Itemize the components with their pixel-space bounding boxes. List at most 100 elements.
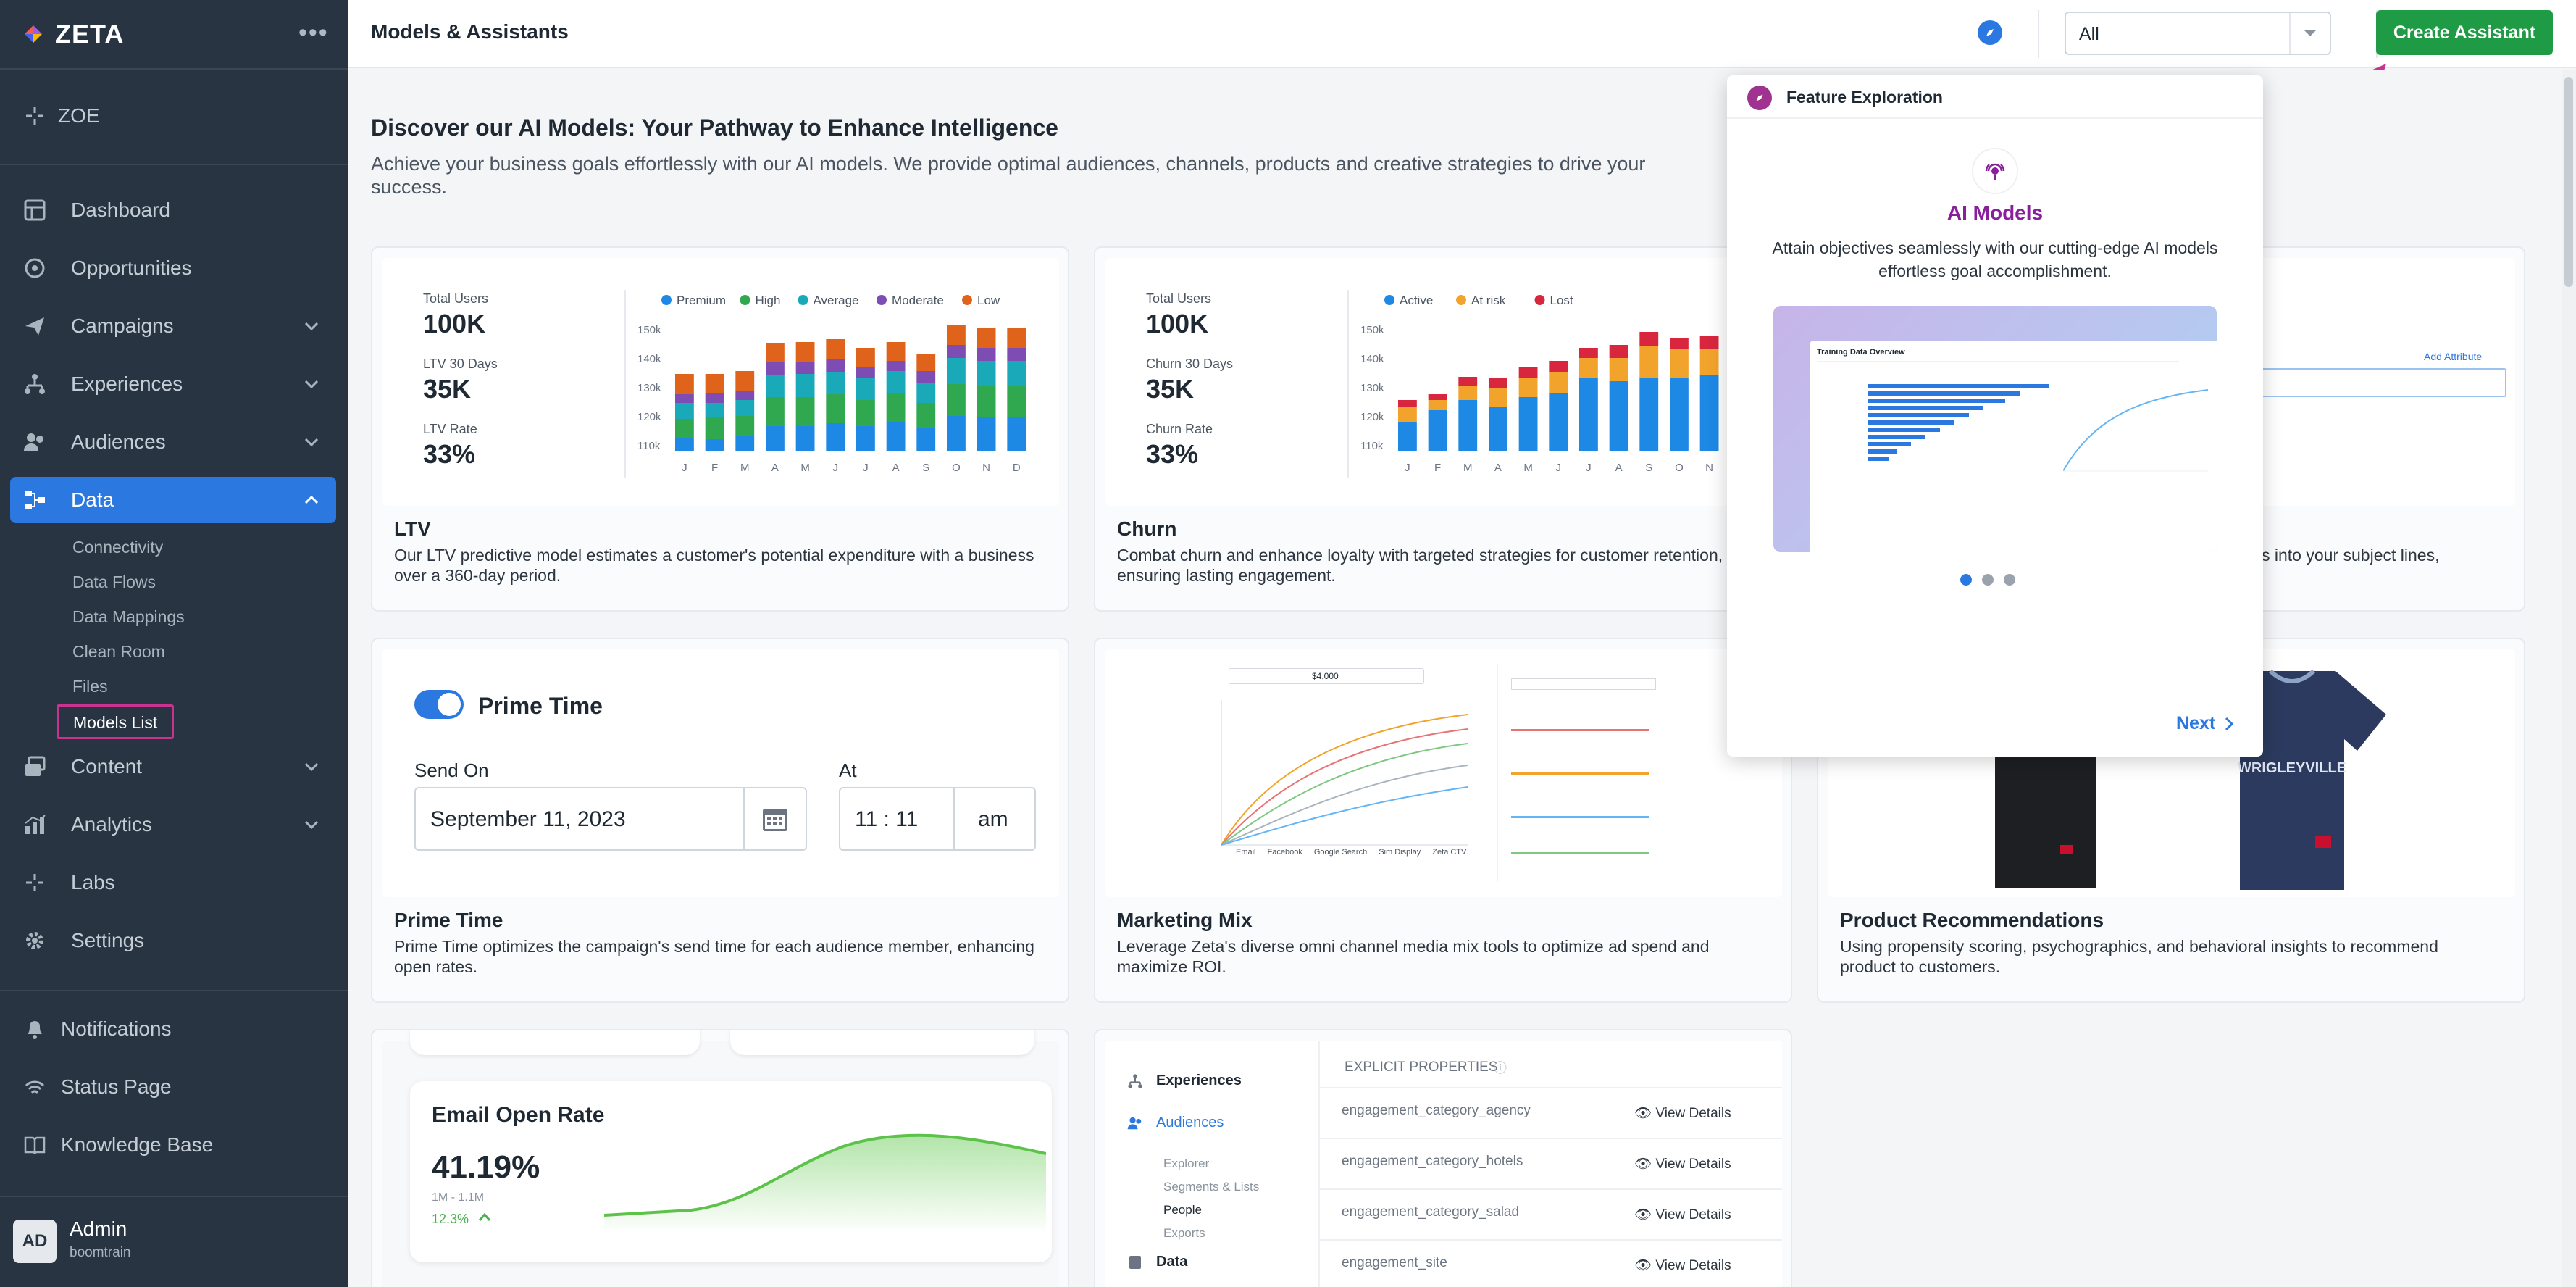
sidebar-item-label: Audiences (71, 430, 166, 453)
props-subnav-item[interactable]: Exports (1163, 1226, 1205, 1240)
time-input[interactable]: 11 : 11 am (839, 787, 1036, 851)
model-card-email-open-rate[interactable]: Email Open Rate 41.19% 1M - 1.1M 12.3% (371, 1029, 1069, 1287)
sparkle-icon (22, 103, 48, 129)
props-subnav-item[interactable]: People (1163, 1203, 1202, 1217)
sidebar-item-data[interactable]: Data (10, 477, 336, 523)
sidebar-item-knowledge-base[interactable]: Knowledge Base (10, 1122, 336, 1168)
sidebar-item-analytics[interactable]: Analytics (10, 801, 336, 848)
sidebar-item-settings[interactable]: Settings (10, 917, 336, 964)
carousel-dot[interactable] (2004, 574, 2015, 586)
sidebar-subitem-models-list[interactable]: Models List (57, 704, 174, 739)
sidebar-item-content[interactable]: Content (10, 744, 336, 790)
props-nav-item[interactable]: Audiences (1156, 1115, 1224, 1130)
carousel-dot[interactable] (1982, 574, 1994, 586)
eye-icon: 👁 (1634, 1106, 1656, 1121)
bar-segment (886, 422, 906, 451)
sidebar-subitem-data-flows[interactable]: Data Flows (72, 572, 156, 591)
props-nav-item[interactable]: Data (1156, 1254, 1188, 1270)
top-header: Models & Assistants All Create Assistant (348, 0, 2576, 68)
bar-segment (916, 383, 936, 403)
view-details-link[interactable]: 👁 View Details (1634, 1155, 1731, 1173)
create-assistant-button[interactable]: Create Assistant (2376, 10, 2553, 55)
bar-segment (916, 371, 936, 383)
send-on-date-input[interactable]: September 11, 2023 (414, 787, 807, 851)
user-profile[interactable]: AD Admin boomtrain (13, 1215, 131, 1268)
bar-segment (1007, 417, 1026, 451)
view-details-link[interactable]: 👁 View Details (1634, 1104, 1731, 1122)
sidebar-subitem-connectivity[interactable]: Connectivity (72, 538, 164, 557)
legend-label: At risk (1471, 293, 1506, 307)
eye-icon: 👁 (1634, 1207, 1656, 1223)
logo[interactable]: ZETA (22, 16, 124, 52)
props-subnav-item[interactable]: Explorer (1163, 1157, 1210, 1170)
bar-segment (1699, 375, 1719, 451)
sidebar-divider (0, 990, 348, 991)
carousel-dot[interactable] (1960, 574, 1972, 586)
table-row: engagement_category_agency 👁 View Detail… (1320, 1087, 1782, 1138)
sidebar-item-dashboard[interactable]: Dashboard (10, 187, 336, 233)
sidebar-subitem-clean-room[interactable]: Clean Room (72, 642, 165, 661)
model-card-marketing-mix[interactable]: $4,000 Email Facebook Google Search Sim … (1094, 638, 1792, 1003)
view-details-label: View Details (1655, 1207, 1731, 1223)
sidebar-item-campaigns[interactable]: Campaigns (10, 303, 336, 349)
sidebar-subitem-files[interactable]: Files (72, 677, 108, 696)
view-details-link[interactable]: 👁 View Details (1634, 1206, 1731, 1223)
card-title: Churn (1117, 517, 1177, 540)
bar-segment (1579, 348, 1598, 358)
model-card-churn[interactable]: Total Users 100K Churn 30 Days 35K Churn… (1094, 246, 1792, 612)
stat-value: 100K (1146, 309, 1209, 338)
x-tick-label: M (740, 462, 750, 474)
more-icon[interactable]: ••• (298, 19, 329, 46)
legend-label: Average (814, 293, 859, 307)
view-details-link[interactable]: 👁 View Details (1634, 1257, 1731, 1274)
x-tick-label: A (892, 462, 900, 474)
bar-segment (1579, 358, 1598, 378)
bar-segment (947, 345, 966, 358)
page-scrollbar[interactable] (2562, 70, 2576, 1287)
next-button[interactable]: Next (2176, 713, 2234, 734)
sidebar-item-notifications[interactable]: Notifications (10, 1006, 336, 1052)
bar-segment (1518, 397, 1538, 451)
sidebar-item-status-page[interactable]: Status Page (10, 1064, 336, 1110)
sidebar-item-experiences[interactable]: Experiences (10, 361, 336, 407)
model-card-explicit-properties[interactable]: Experiences Audiences Explorer Segments … (1094, 1029, 1792, 1287)
scrollbar-thumb[interactable] (2564, 77, 2573, 287)
sidebar-item-opportunities[interactable]: Opportunities (10, 245, 336, 291)
view-details-label: View Details (1655, 1106, 1731, 1121)
sidebar-item-audiences[interactable]: Audiences (10, 419, 336, 465)
legend-label: Active (1400, 293, 1433, 307)
attribute-input[interactable] (2249, 368, 2506, 397)
bar-segment (856, 367, 875, 378)
props-subnav-item[interactable]: Segments & Lists (1163, 1180, 1260, 1194)
prime-time-toggle[interactable] (414, 690, 464, 719)
filter-select[interactable]: All (2065, 12, 2331, 55)
bar-segment (947, 416, 966, 451)
dashboard-icon (22, 197, 48, 223)
sidebar-item-zoe[interactable]: ZOE (10, 93, 336, 139)
property-name: engagement_category_agency (1342, 1103, 1531, 1118)
sidebar-item-label: Analytics (71, 813, 153, 836)
props-nav-item[interactable]: Experiences (1156, 1072, 1242, 1088)
bar-segment (766, 362, 785, 375)
sidebar-item-label: Notifications (61, 1017, 172, 1040)
eye-icon: 👁 (1634, 1157, 1656, 1172)
bar-segment (766, 397, 785, 426)
user-name: Admin (70, 1217, 127, 1240)
add-attribute-link[interactable]: Add Attribute (2424, 351, 2483, 362)
ampm-select[interactable]: am (978, 807, 1008, 831)
card-description: Our LTV predictive model estimates a cus… (394, 546, 1034, 585)
data-flow-icon (22, 487, 48, 513)
sidebar-subitem-data-mappings[interactable]: Data Mappings (72, 607, 185, 626)
bar-segment (1518, 378, 1538, 397)
model-card-prime-time[interactable]: Prime Time Send On September 11, 2023 At… (371, 638, 1069, 1003)
chevron-up-icon (304, 495, 319, 504)
sidebar-item-labs[interactable]: Labs (10, 859, 336, 906)
budget-stepper[interactable]: $4,000 (1229, 668, 1424, 684)
stat-value: 35K (423, 374, 472, 404)
bar-segment (1428, 410, 1447, 451)
compass-icon[interactable] (1978, 20, 2002, 45)
bar-segment (826, 359, 845, 372)
model-card-ltv[interactable]: Total Users 100K LTV 30 Days 35K LTV Rat… (371, 246, 1069, 612)
x-tick-label: M (1463, 462, 1473, 474)
calendar-icon[interactable] (761, 804, 790, 833)
